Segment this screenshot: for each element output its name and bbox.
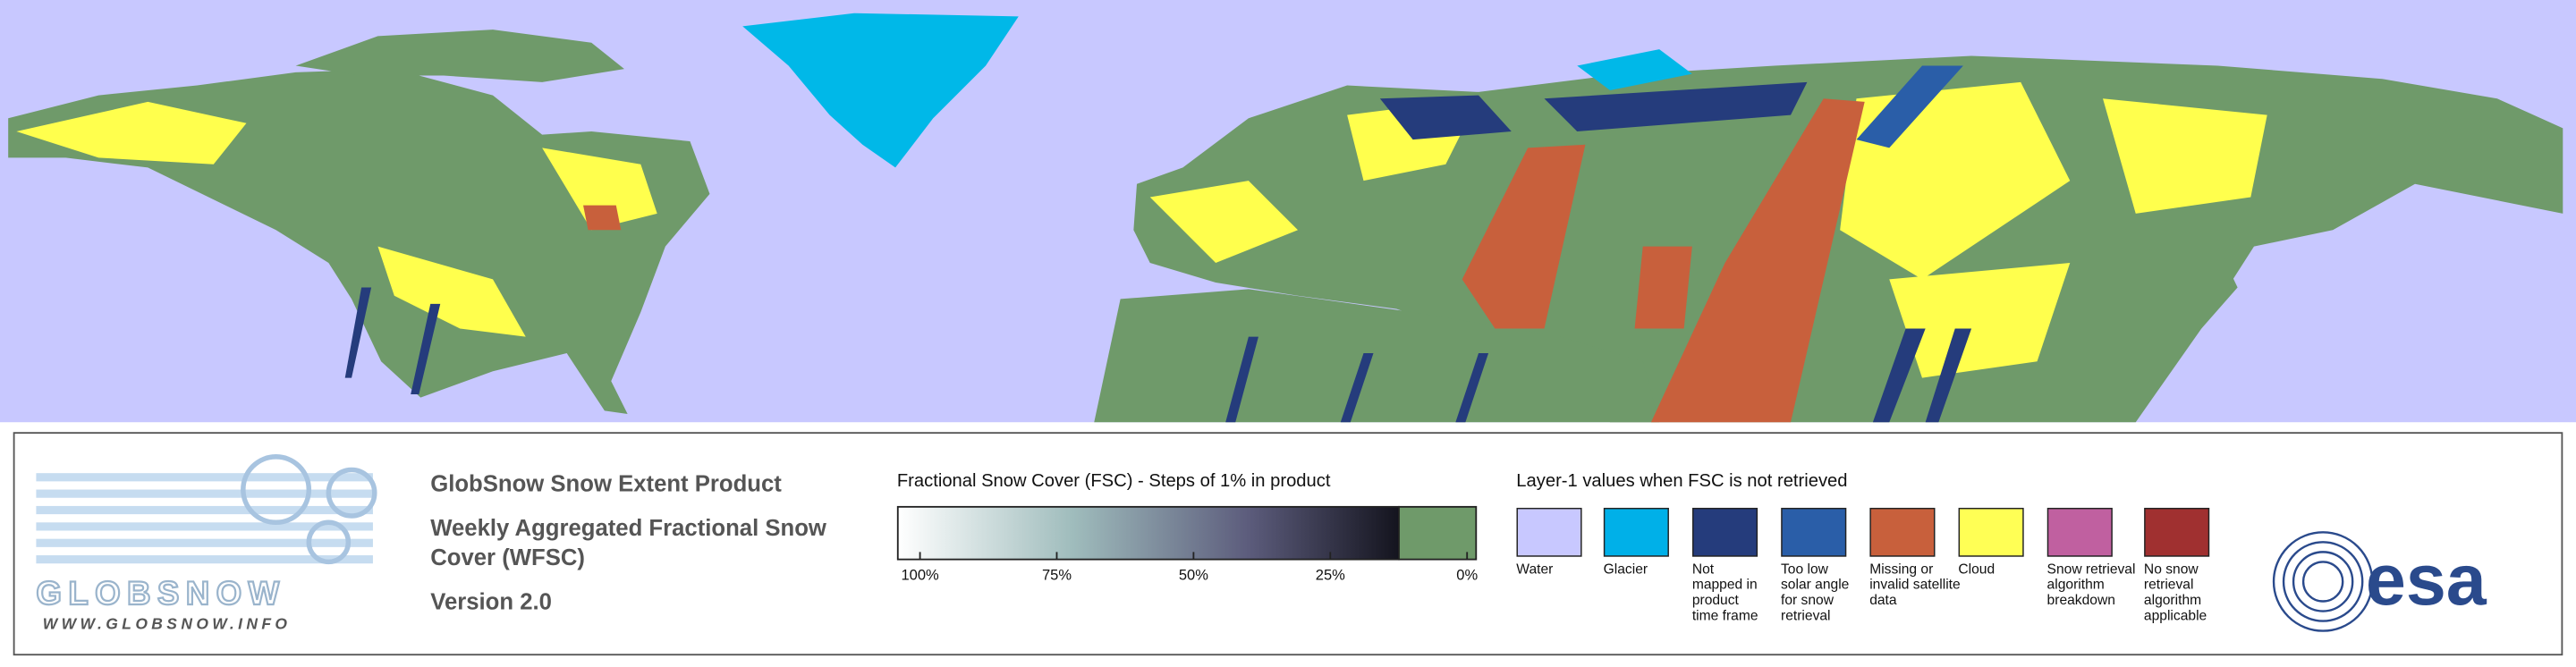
layer1-legend: Layer-1 values when FSC is not retrieved… <box>1516 471 2210 624</box>
esa-ring <box>2292 551 2354 612</box>
layer1-title: Layer-1 values when FSC is not retrieved <box>1516 471 1847 491</box>
legend-swatch <box>2046 507 2113 557</box>
svalbard <box>1577 49 1692 91</box>
swath <box>1340 353 1374 423</box>
colorbar-tick-label: 50% <box>1179 567 1208 584</box>
legend-swatch <box>1781 507 1847 557</box>
cloud-patch <box>1149 181 1299 263</box>
greenland <box>742 13 1019 168</box>
cloud-patch <box>542 148 657 231</box>
legend-label: applicable <box>2144 609 2207 624</box>
colorbar-tick-label: 100% <box>901 567 939 584</box>
legend-swatch <box>1869 507 1936 557</box>
logo-stripe <box>36 522 373 531</box>
product-version: Version 2.0 <box>430 590 552 615</box>
esa-ring <box>2282 541 2364 622</box>
legend-label: retrieval <box>1781 609 1831 624</box>
legend-swatch <box>1516 507 1582 557</box>
snowflake <box>326 467 377 519</box>
esa-emblem <box>2272 531 2374 632</box>
legend-swatch <box>1958 507 2024 557</box>
legend-label: product <box>1692 593 1740 608</box>
colorbar-gradient <box>896 505 1400 561</box>
swath <box>1634 246 1692 329</box>
legend-label: Not <box>1692 561 1715 577</box>
legend-panel: GLOBSNOW WWW.GLOBSNOW.INFO GlobSnow Snow… <box>13 432 2563 656</box>
arctic-islands <box>295 30 624 82</box>
legend-label: time frame <box>1692 609 1758 624</box>
not-mapped-swaths <box>344 81 1972 423</box>
logo-url: WWW.GLOBSNOW.INFO <box>43 615 292 633</box>
cloud-patch <box>16 101 247 165</box>
legend-label: for snow <box>1781 593 1835 608</box>
swath <box>1462 144 1586 329</box>
colorbar-no-snow <box>1398 505 1478 561</box>
legend-label: solar angle <box>1781 578 1849 593</box>
swath <box>583 205 622 231</box>
colorbar-tick-label: 0% <box>1456 567 1478 584</box>
legend-label: Glacier <box>1604 561 1648 577</box>
logo-stripe <box>36 489 373 498</box>
agency-name: esa <box>2366 540 2487 621</box>
legend-swatch <box>1692 507 1758 557</box>
colorbar-title: Fractional Snow Cover (FSC) - Steps of 1… <box>897 471 1331 491</box>
missing-data-swaths <box>583 98 1865 423</box>
legend-label: retrieval <box>2144 578 2194 593</box>
legend-label: Water <box>1516 561 1553 577</box>
swath <box>1544 81 1808 131</box>
swath <box>344 287 372 378</box>
logo-stripe <box>36 555 373 564</box>
logo-stripe <box>36 505 373 515</box>
solar-angle-swaths <box>1856 65 1963 148</box>
legend-label: data <box>1869 593 1897 608</box>
legend-label: Snow retrieval <box>2047 561 2136 577</box>
colorbar: Fractional Snow Cover (FSC) - Steps of 1… <box>897 471 1479 584</box>
legend-label: Missing or <box>1869 561 1933 577</box>
globsnow-logo: GLOBSNOW WWW.GLOBSNOW.INFO <box>35 454 377 633</box>
legend-label: algorithm <box>2144 593 2201 608</box>
legend-label: mapped in <box>1692 578 1758 593</box>
logo-stripe <box>36 538 373 547</box>
legend-label: Cloud <box>1958 561 1995 577</box>
legend-label: breakdown <box>2047 593 2115 608</box>
product-info: GlobSnow Snow Extent Product Weekly Aggr… <box>430 471 827 614</box>
map <box>0 0 2576 423</box>
legend-label: algorithm <box>2047 578 2105 593</box>
swath <box>1225 336 1258 423</box>
product-subtitle: Cover (WFSC) <box>430 545 585 570</box>
legend-label: No snow <box>2144 561 2199 577</box>
legend-swatch <box>1603 507 1669 557</box>
cloud-patch <box>1889 262 2071 378</box>
swath <box>1872 328 1926 423</box>
swath <box>1856 65 1963 148</box>
swath <box>1650 98 1865 423</box>
swath <box>1455 353 1489 423</box>
swath <box>411 303 441 394</box>
esa-ring <box>2301 561 2344 603</box>
colorbar-tick-label: 25% <box>1316 567 1345 584</box>
esa-logo: esa <box>2272 531 2487 632</box>
logo-stripe <box>36 473 373 482</box>
esa-ring <box>2272 531 2374 632</box>
logo-stripes <box>36 473 373 564</box>
product-subtitle: Weekly Aggregated Fractional Snow <box>430 516 827 541</box>
cloud-patch <box>377 246 526 337</box>
legend-label: invalid satellite <box>1869 578 1960 593</box>
legend-label: Too low <box>1781 561 1829 577</box>
swath <box>1379 95 1512 140</box>
snowflake <box>241 454 312 526</box>
snowflakes <box>241 454 377 565</box>
legend-swatch <box>2144 507 2210 557</box>
snowflake <box>306 519 352 565</box>
product-title: GlobSnow Snow Extent Product <box>430 471 782 496</box>
colorbar-tick-label: 75% <box>1042 567 1072 584</box>
japan <box>2184 246 2238 329</box>
logo-name: GLOBSNOW <box>36 575 285 612</box>
cloud-patch <box>2103 98 2267 214</box>
swath <box>1925 328 1972 423</box>
